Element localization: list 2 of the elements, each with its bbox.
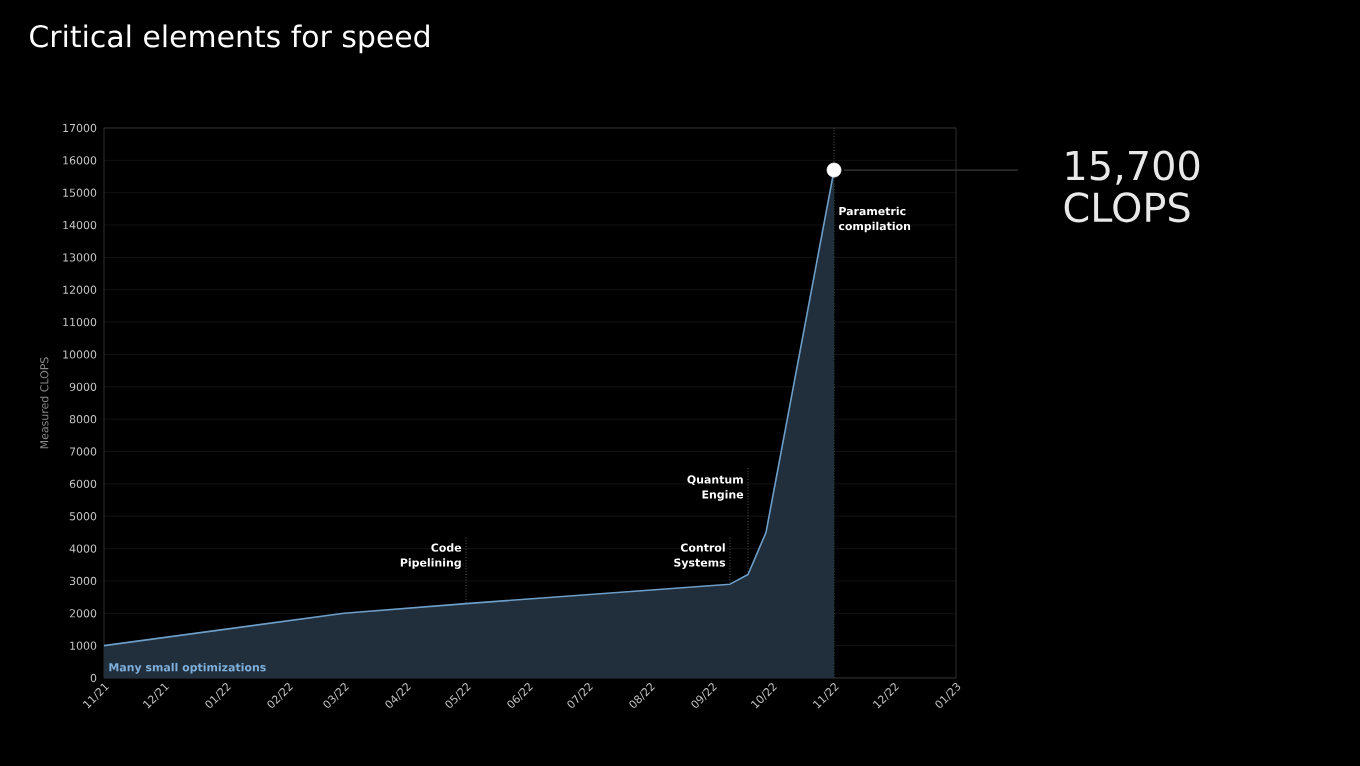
chart-title: Critical elements for speed xyxy=(30,24,429,54)
ref-line-label: 15,700 CLOPS xyxy=(1064,150,1200,223)
